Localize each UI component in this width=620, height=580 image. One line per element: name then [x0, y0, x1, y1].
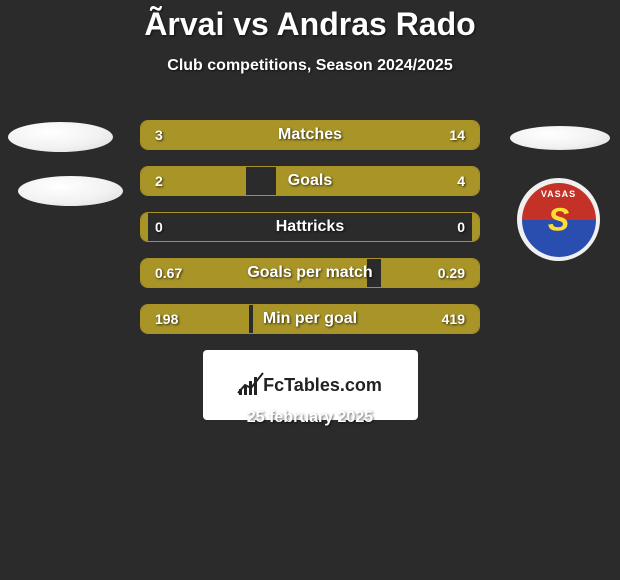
stat-label: Hattricks	[141, 213, 479, 241]
page-title: Ãrvai vs Andras Rado	[0, 0, 620, 43]
stat-row: Goals per match0.67 0.29	[140, 258, 480, 288]
stat-row: Hattricks0 0	[140, 212, 480, 242]
stat-row: Matches3 14	[140, 120, 480, 150]
crest-text: VASAS	[522, 189, 596, 199]
branding-text: FcTables.com	[263, 375, 382, 396]
stat-value-left: 3	[155, 121, 163, 149]
stat-row: Goals2 4	[140, 166, 480, 196]
stat-label: Min per goal	[141, 305, 479, 333]
stat-label: Goals	[141, 167, 479, 195]
stat-value-right: 14	[449, 121, 465, 149]
crest-monogram: S	[522, 201, 596, 238]
club-crest: VASAS S	[522, 183, 596, 257]
stat-value-right: 419	[442, 305, 465, 333]
date-text: 25 february 2025	[0, 409, 620, 427]
stat-value-right: 0	[457, 213, 465, 241]
club-crest-wrapper: VASAS S	[517, 178, 600, 261]
chart-icon	[239, 375, 257, 395]
stat-value-right: 4	[457, 167, 465, 195]
comparison-chart: Matches3 14 Goals2 4 Hattricks0 0 Goals per ma…	[140, 120, 480, 350]
stat-label: Matches	[141, 121, 479, 149]
stat-value-left: 0.67	[155, 259, 182, 287]
stat-value-left: 198	[155, 305, 178, 333]
stat-row: Min per goal198 419	[140, 304, 480, 334]
player-left-avatar-secondary	[18, 176, 123, 206]
stat-value-left: 0	[155, 213, 163, 241]
stat-label: Goals per match	[141, 259, 479, 287]
player-right-avatar	[510, 126, 610, 150]
stat-value-left: 2	[155, 167, 163, 195]
subtitle: Club competitions, Season 2024/2025	[0, 57, 620, 75]
player-left-avatar	[8, 122, 113, 152]
stat-value-right: 0.29	[438, 259, 465, 287]
